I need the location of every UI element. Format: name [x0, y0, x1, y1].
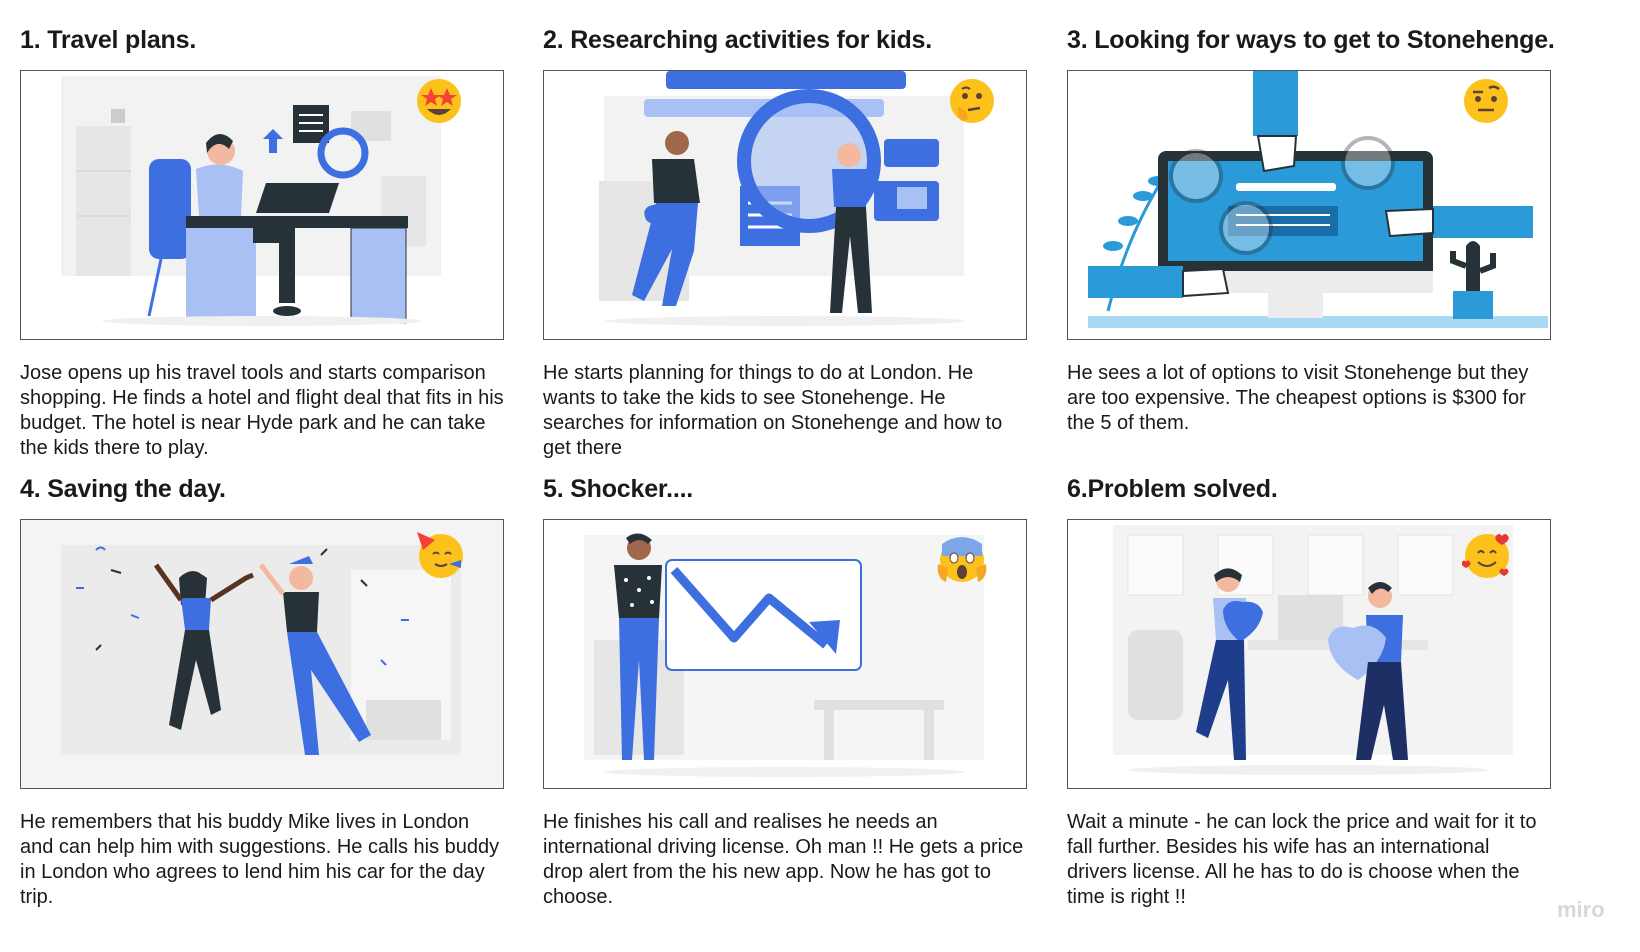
thinking-face-emoji-icon: [950, 79, 994, 123]
celebration-illustration: [61, 545, 461, 755]
storyboard-panel-6: 6.Problem solved.: [1067, 474, 1553, 908]
panel-description: He remembers that his buddy Mike lives i…: [20, 811, 500, 908]
illustration-frame: [1067, 70, 1551, 340]
illustration-frame: [543, 519, 1027, 789]
panel-title: 3. Looking for ways to get to Stonehenge…: [1067, 26, 1555, 54]
research-illustration: [599, 71, 965, 326]
illustration-frame: [20, 519, 504, 789]
panel-description: He finishes his call and realises he nee…: [543, 811, 1024, 908]
star-struck-emoji-icon: [417, 79, 461, 123]
illustration-frame: [20, 70, 504, 340]
travel-planning-illustration: [61, 76, 441, 326]
panel-title: 5. Shocker....: [543, 475, 694, 503]
miro-watermark: miro: [1557, 897, 1605, 922]
problem-solved-illustration: [1113, 525, 1513, 775]
screaming-face-emoji-icon: [937, 537, 987, 582]
panel-description: Wait a minute - he can lock the price an…: [1067, 811, 1537, 908]
panel-description: Jose opens up his travel tools and start…: [20, 362, 504, 459]
storyboard-panel-1: 1. Travel plans.: [20, 25, 506, 459]
panel-description: He starts planning for things to do at L…: [543, 362, 1003, 459]
illustration-frame: [543, 70, 1027, 340]
raised-eyebrow-emoji-icon: [1464, 79, 1508, 123]
illustration-frame: [1067, 519, 1551, 789]
panel-title: 1. Travel plans.: [20, 26, 197, 54]
panel-title: 2. Researching activities for kids.: [543, 26, 932, 54]
storyboard-panel-4: 4. Saving the day.: [20, 474, 506, 908]
storyboard-panel-3: 3. Looking for ways to get to Stonehenge…: [1067, 25, 1555, 434]
panel-title: 6.Problem solved.: [1067, 475, 1278, 503]
smiling-face-with-hearts-emoji-icon: [1462, 534, 1509, 578]
comparison-illustration: [1088, 71, 1548, 328]
storyboard-panel-5: 5. Shocker....: [543, 474, 1029, 908]
partying-face-emoji-icon: [417, 532, 463, 578]
panel-description: He sees a lot of options to visit Stoneh…: [1067, 362, 1529, 434]
storyboard-panel-2: 2. Researching activities for kids.: [543, 25, 1029, 459]
panel-title: 4. Saving the day.: [20, 475, 226, 503]
price-drop-illustration: [584, 533, 984, 777]
